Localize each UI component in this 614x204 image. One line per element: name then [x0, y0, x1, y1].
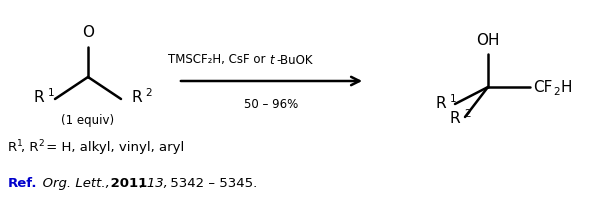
Text: R: R	[34, 90, 44, 105]
Text: Ref.: Ref.	[8, 177, 37, 190]
Text: 2011: 2011	[108, 177, 147, 190]
Text: R: R	[449, 111, 460, 126]
Text: Org. Lett.,: Org. Lett.,	[40, 177, 110, 190]
Text: R: R	[436, 96, 446, 111]
Text: = H, alkyl, vinyl, aryl: = H, alkyl, vinyl, aryl	[42, 141, 184, 154]
Text: H: H	[560, 80, 572, 95]
Text: 2: 2	[145, 88, 152, 98]
Text: 50 – 96%: 50 – 96%	[244, 98, 298, 111]
Text: O: O	[82, 25, 94, 40]
Text: , R: , R	[21, 141, 39, 154]
Text: , 13,: , 13,	[140, 177, 168, 190]
Text: 2: 2	[38, 139, 44, 148]
Text: 2: 2	[464, 109, 470, 118]
Text: -BuOK: -BuOK	[276, 53, 313, 66]
Text: (1 equiv): (1 equiv)	[61, 114, 115, 127]
Text: R: R	[131, 90, 142, 105]
Text: R: R	[8, 141, 17, 154]
Text: 5342 – 5345.: 5342 – 5345.	[166, 177, 257, 190]
Text: t: t	[270, 53, 274, 66]
Text: TMSCF₂H, CsF or: TMSCF₂H, CsF or	[168, 53, 270, 66]
Text: 2: 2	[553, 86, 559, 96]
Text: 1: 1	[450, 94, 457, 103]
Text: CF: CF	[533, 80, 553, 95]
Text: OH: OH	[476, 33, 500, 48]
Text: 1: 1	[48, 88, 55, 98]
Text: 1: 1	[17, 139, 23, 148]
